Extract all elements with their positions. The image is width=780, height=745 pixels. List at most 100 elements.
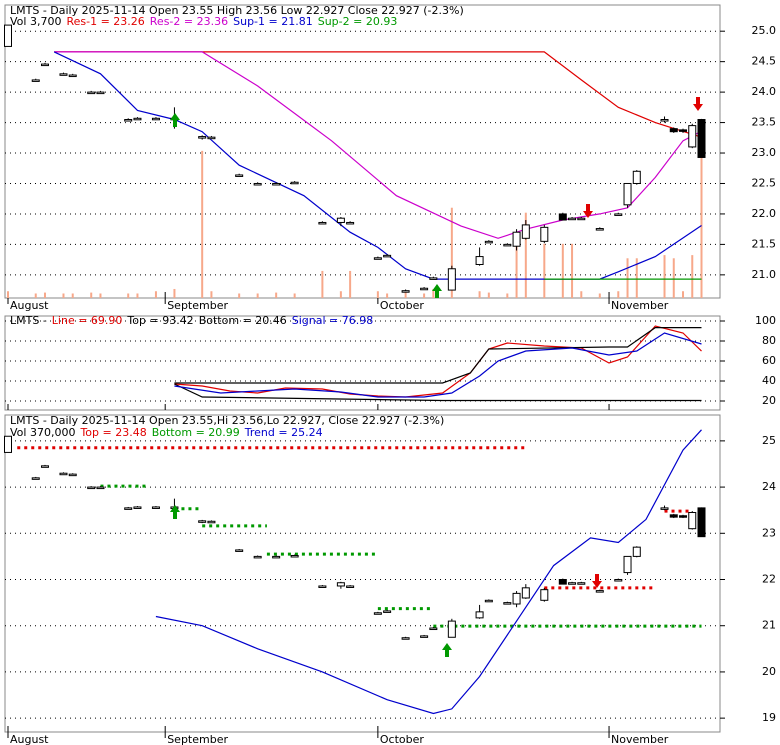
y-tick-label: 21 (762, 619, 776, 632)
volume-bar (700, 130, 703, 298)
candle-body (688, 512, 697, 530)
legend-entry: Signal = 76.98 (292, 314, 374, 327)
buy-arrow (170, 113, 180, 127)
chart-title: LMTS - Daily 2025-11-14 Open 23.55 High … (10, 4, 464, 17)
y-tick-label: 23.0 (752, 146, 777, 159)
candle-body (595, 228, 604, 231)
sell-arrow (583, 204, 593, 218)
series-line (53, 51, 702, 280)
buy-arrow (170, 505, 180, 519)
y-tick-label: 22.5 (752, 176, 777, 189)
y-tick-label: 25 (762, 434, 776, 447)
candle-body (40, 465, 49, 468)
volume-bar (598, 293, 601, 298)
candle-body (401, 637, 410, 640)
x-tick-label: August (10, 733, 49, 745)
candle-body (133, 506, 142, 509)
candle-body (346, 585, 355, 588)
y-tick-label: 60 (762, 354, 776, 367)
y-tick-label: 40 (762, 374, 776, 387)
y-tick-label: 22 (762, 573, 776, 586)
candle-body (253, 555, 262, 559)
series-line (174, 325, 702, 398)
y-tick-label: 24.0 (752, 85, 777, 98)
legend-entry: Sup-2 = 20.93 (318, 15, 398, 28)
volume-bar (635, 258, 638, 298)
candle-body (207, 520, 216, 524)
y-tick-label: 24.5 (752, 55, 777, 68)
candle-body (336, 217, 345, 223)
volume-bar (580, 291, 583, 298)
volume-bar (321, 270, 324, 298)
volume-bar (154, 291, 157, 298)
candle-body (669, 128, 678, 133)
legend-entry: Sup-1 = 21.81 (233, 15, 313, 28)
candle-body (521, 224, 530, 239)
volume-label: Vol 370,000 (10, 426, 75, 439)
volume-bar (62, 293, 65, 298)
candle-body (429, 627, 438, 631)
candle-body (124, 119, 133, 122)
candle-body (420, 635, 429, 638)
legend-entry: Line = 69.90 (52, 314, 123, 327)
volume-label: Vol 3,700 (10, 15, 61, 28)
candle-body (475, 611, 484, 619)
candle-body (31, 477, 40, 480)
volume-bar (275, 292, 278, 298)
oscillator-panel (4, 315, 721, 411)
candle-body (558, 213, 567, 221)
volume-bar (339, 291, 342, 298)
volume-bar (256, 293, 259, 298)
y-tick-label: 25.0 (752, 24, 777, 37)
candle-body (503, 602, 512, 605)
candle-body (272, 555, 281, 559)
volume-bar (543, 243, 546, 298)
price-panel (4, 4, 721, 299)
y-tick-label: 24 (762, 480, 776, 493)
volume-bar (7, 291, 9, 298)
x-tick-label: August (10, 299, 49, 312)
header: Vol 3,700 Res-1 = 23.26 Res-2 = 23.36 Sup-1… (10, 15, 397, 28)
candle-body (660, 119, 669, 122)
candle-body (40, 63, 49, 67)
candle-body (87, 486, 96, 490)
candle-body (401, 290, 410, 293)
chart-title: LMTS - Daily 2025-11-14 Open 23.55,Hi 23… (10, 414, 444, 427)
candle-body (521, 587, 530, 599)
header: Vol 370,000 Top = 23.48 Bottom = 20.99 Tren… (10, 426, 323, 439)
candle-body (475, 256, 484, 265)
candle-body (568, 217, 577, 221)
candle-body (614, 579, 623, 582)
candle-body (318, 221, 327, 225)
candle-body (133, 117, 142, 121)
candle-body (124, 507, 133, 510)
candle-body (253, 182, 262, 186)
candle-body (318, 585, 327, 588)
y-tick-label: 19 (762, 711, 776, 724)
volume-bar (90, 292, 93, 298)
volume-bar (450, 207, 453, 298)
candle-body (383, 254, 392, 258)
x-tick-label: October (380, 733, 424, 745)
candle-body (336, 582, 345, 587)
volume-bar (571, 243, 574, 298)
candle-body (290, 181, 299, 185)
candle-body (151, 506, 160, 509)
volume-bar (349, 270, 352, 298)
legend-entry: Res-2 = 23.36 (150, 15, 228, 28)
y-tick-label: 20 (762, 665, 776, 678)
candle-body (540, 226, 549, 242)
volume-bar (432, 288, 435, 298)
volume-bar (127, 293, 130, 298)
volume-bar (672, 258, 675, 298)
chart-title: LMTS - (10, 314, 47, 327)
candle-body (447, 268, 456, 291)
candle-body (558, 579, 567, 585)
volume-bar (238, 293, 241, 298)
volume-bar (682, 291, 685, 298)
volume-bar (626, 258, 629, 298)
candle-body (59, 472, 68, 476)
volume-bar (617, 291, 620, 298)
volume-bar (515, 243, 518, 298)
x-tick-label: October (380, 299, 424, 312)
